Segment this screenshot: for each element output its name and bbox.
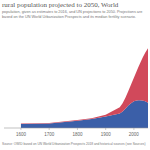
x-tick (133, 128, 134, 130)
source: Source: OWID based on UN World Urbanizat… (2, 142, 145, 146)
x-tick-label: 2000 (129, 132, 140, 137)
title: rural population projected to 2050, Worl… (2, 1, 119, 9)
x-tick (20, 128, 21, 130)
plot-area (21, 48, 148, 128)
x-tick (77, 128, 78, 130)
subtitle-group: population, given as estimates to 2016, … (2, 10, 142, 19)
chart: rural population projected to 2050, Worl… (0, 0, 150, 150)
x-tick (49, 128, 50, 130)
x-tick (105, 128, 106, 130)
x-tick-label: 1900 (101, 132, 112, 137)
x-tick-label: 1800 (72, 132, 83, 137)
x-tick-label: 1700 (44, 132, 55, 137)
x-axis (4, 128, 148, 129)
area-1 (21, 48, 148, 124)
subtitle: population, given as estimates to 2016, … (2, 10, 142, 19)
x-tick-label: 1600 (16, 132, 27, 137)
